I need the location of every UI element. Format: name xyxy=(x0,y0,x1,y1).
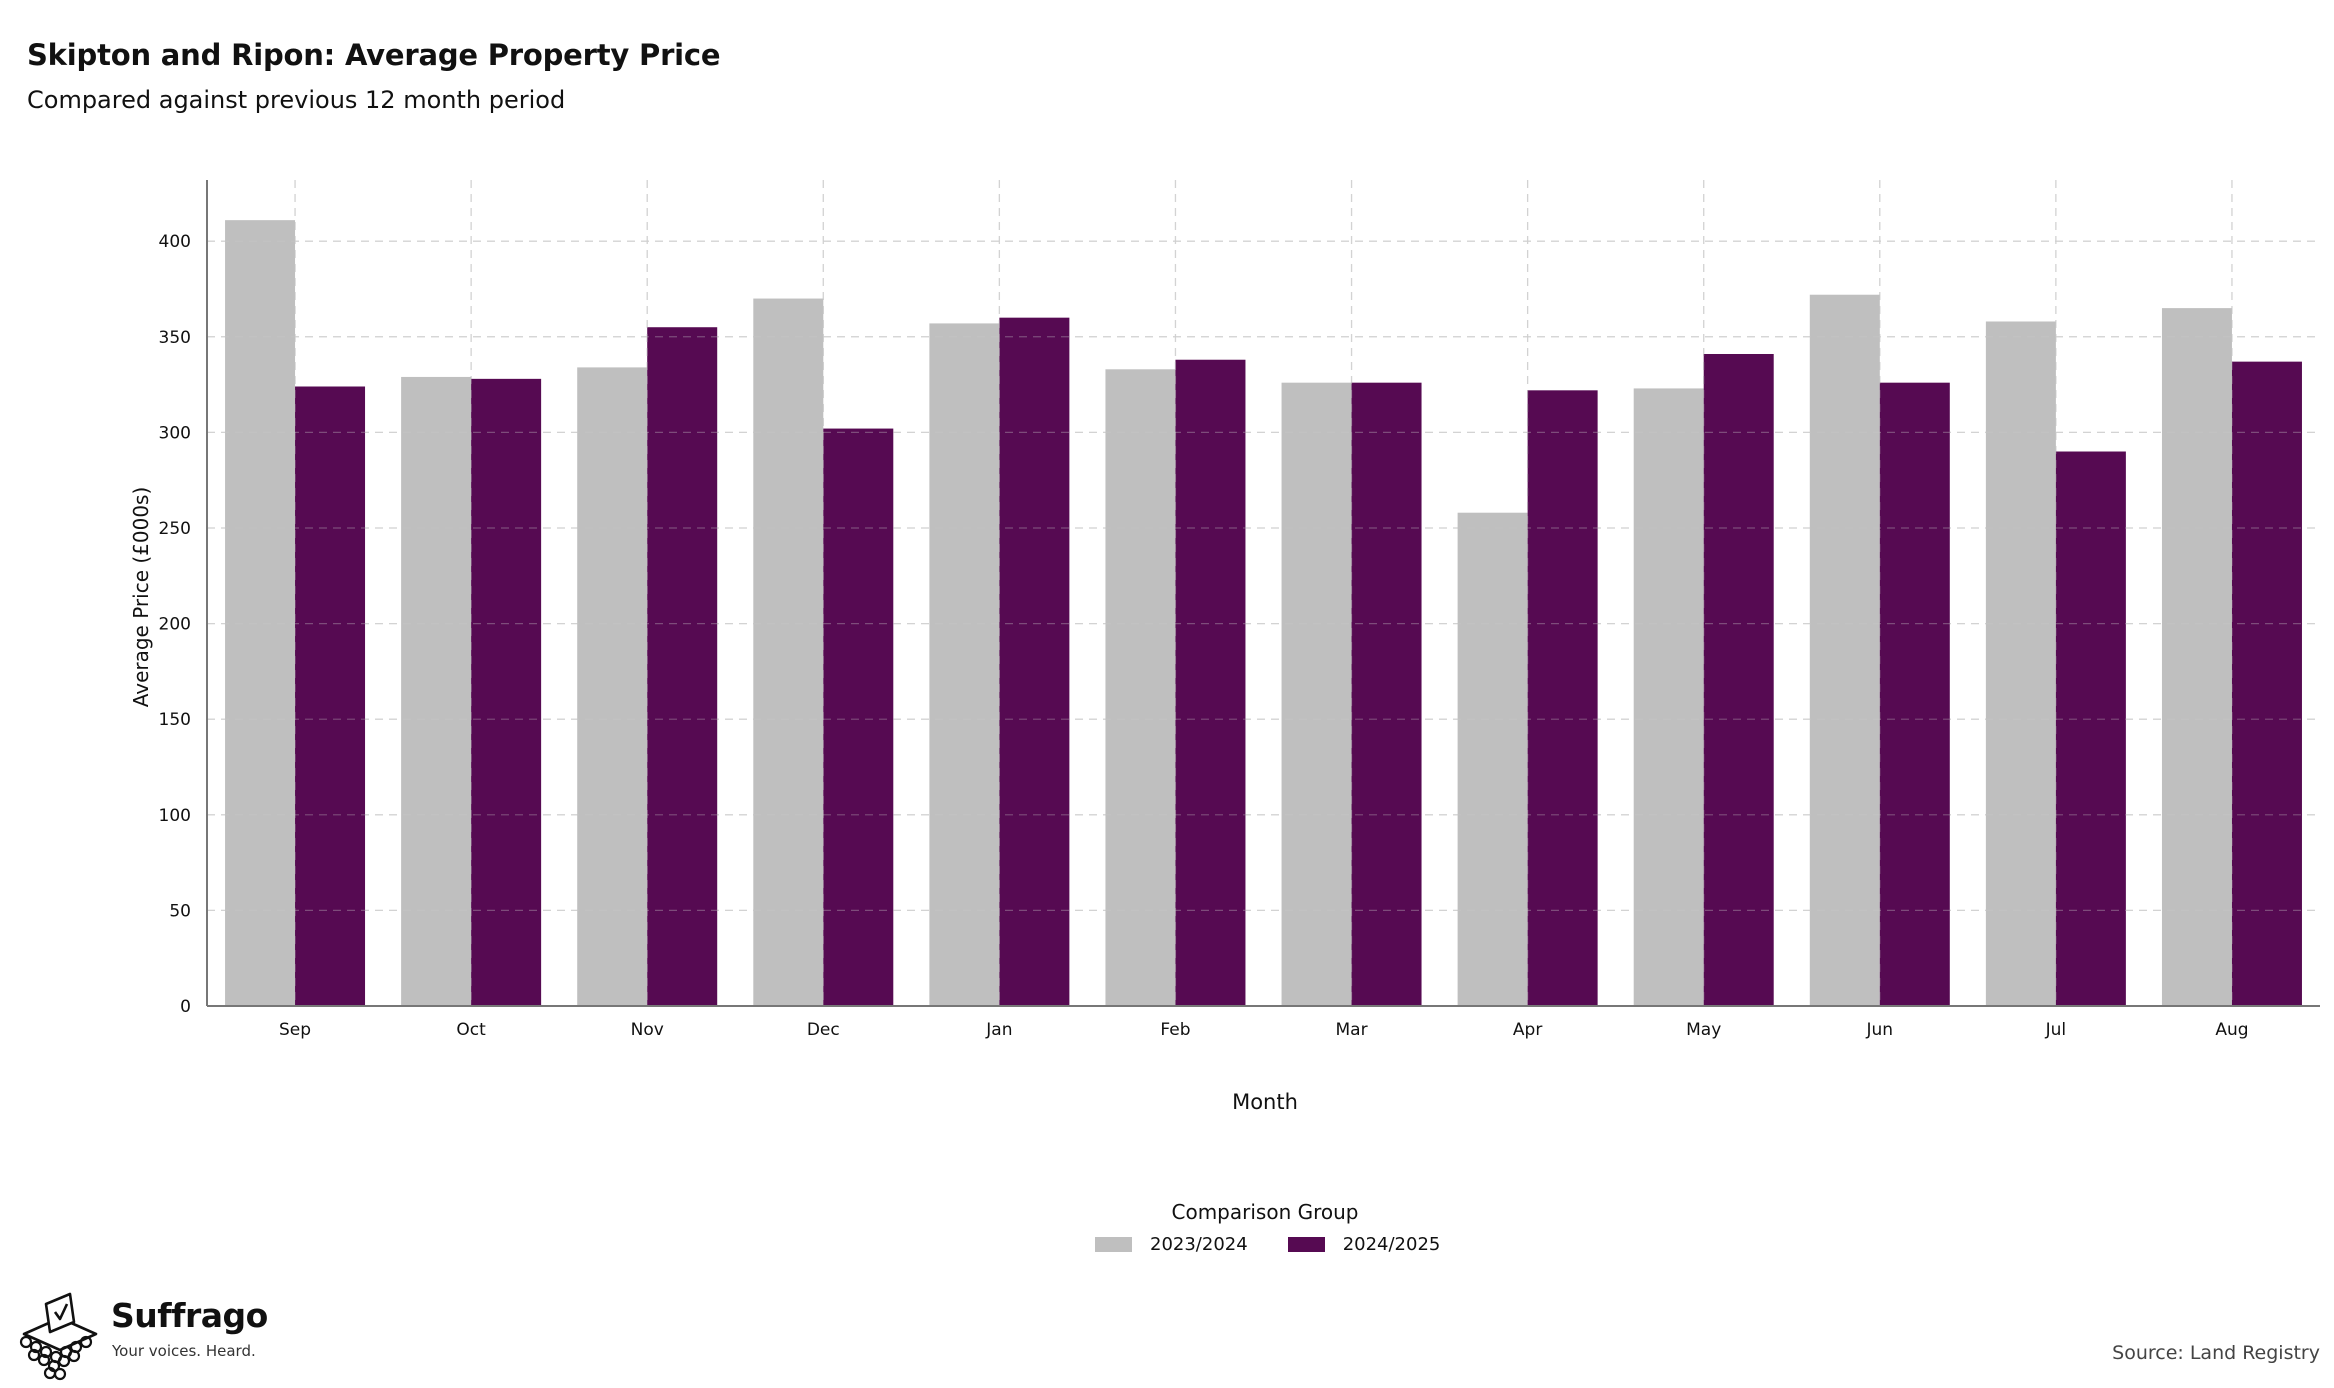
axes: 0 50 100 150 200 250 300 350 400 Sep Oct Nov Dec Jan F… xyxy=(159,180,2320,1040)
bar-2024-2025-aug xyxy=(2231,361,2302,1006)
y-tick-label: 300 xyxy=(159,423,191,443)
x-tick-label: Dec xyxy=(807,1020,840,1040)
bar-2023-2024-sep xyxy=(225,220,296,1006)
y-axis-label: Average Price (£000s) xyxy=(129,487,153,708)
bar-2023-2024-feb xyxy=(1105,369,1176,1007)
bar-2024-2025-sep xyxy=(295,386,366,1006)
legend-item-2024-2025: 2024/2025 xyxy=(1287,1234,1441,1255)
y-tick-label: 150 xyxy=(159,710,191,730)
bar-2024-2025-jul xyxy=(2055,451,2126,1006)
x-tick-label: May xyxy=(1686,1020,1721,1040)
legend-item-2023-2024: 2023/2024 xyxy=(1095,1234,1248,1255)
y-tick-label: 0 xyxy=(180,997,191,1017)
x-tick-label: Jul xyxy=(2045,1020,2067,1040)
legend-label-2023-2024: 2023/2024 xyxy=(1150,1234,1248,1255)
y-tick-label: 50 xyxy=(169,901,191,921)
bar-2024-2025-jun xyxy=(1879,382,1950,1007)
x-tick-label: Aug xyxy=(2215,1020,2248,1040)
bar-2023-2024-jul xyxy=(1985,321,2056,1007)
bar-2023-2024-may xyxy=(1633,388,1704,1006)
chart-title: Skipton and Ripon: Average Property Pric… xyxy=(27,38,721,72)
bar-2023-2024-apr xyxy=(1457,512,1528,1006)
x-tick-label: Jun xyxy=(1866,1020,1894,1040)
legend-label-2024-2025: 2024/2025 xyxy=(1342,1234,1441,1255)
brand-name: Suffrago xyxy=(111,1296,268,1335)
ballot-box-icon xyxy=(19,1292,98,1381)
legend: 2023/2024 2024/2025 xyxy=(1095,1234,1480,1255)
bar-2023-2024-jan xyxy=(929,323,1000,1006)
bar-2024-2025-oct xyxy=(471,378,542,1007)
y-tick-label: 200 xyxy=(159,615,191,635)
source-note: Source: Land Registry xyxy=(2112,1342,2320,1364)
bar-2024-2025-mar xyxy=(1351,382,1422,1007)
y-tick-label: 400 xyxy=(159,232,191,252)
bar-2023-2024-oct xyxy=(401,376,472,1006)
x-tick-label: Oct xyxy=(456,1020,486,1040)
bar-2024-2025-feb xyxy=(1175,359,1246,1007)
x-tick-label: Feb xyxy=(1160,1020,1190,1040)
bar-2023-2024-aug xyxy=(2161,308,2232,1007)
legend-swatch-2023-2024 xyxy=(1095,1237,1132,1252)
bar-2024-2025-may xyxy=(1703,353,1774,1006)
bar-2023-2024-dec xyxy=(753,298,824,1007)
x-tick-label: Sep xyxy=(279,1020,311,1040)
bar-2023-2024-mar xyxy=(1281,382,1352,1007)
bar-2024-2025-nov xyxy=(647,327,718,1007)
x-tick-label: Jan xyxy=(985,1020,1012,1040)
brand-logo: Suffrago Your voices. Heard. xyxy=(14,1292,268,1382)
brand-tagline: Your voices. Heard. xyxy=(112,1342,256,1360)
bar-2024-2025-apr xyxy=(1527,390,1598,1006)
x-axis-label: Month xyxy=(1232,1090,1298,1114)
legend-swatch-2024-2025 xyxy=(1287,1237,1325,1252)
bar-2024-2025-dec xyxy=(823,428,894,1006)
legend-title: Comparison Group xyxy=(1171,1200,1359,1224)
bar-chart: 0 50 100 150 200 250 300 350 400 Sep Oct Nov Dec Jan F… xyxy=(129,180,2320,1114)
y-tick-label: 100 xyxy=(159,806,191,826)
y-tick-label: 250 xyxy=(159,519,191,539)
bar-2023-2024-nov xyxy=(577,367,648,1006)
x-tick-label: Apr xyxy=(1513,1020,1542,1040)
chart-subtitle: Compared against previous 12 month perio… xyxy=(27,86,566,114)
y-tick-label: 350 xyxy=(159,328,191,348)
x-tick-label: Mar xyxy=(1336,1020,1368,1040)
bar-2023-2024-jun xyxy=(1809,294,1880,1006)
bar-2024-2025-jan xyxy=(999,317,1070,1007)
x-tick-label: Nov xyxy=(631,1020,664,1040)
bars xyxy=(207,180,2320,1007)
